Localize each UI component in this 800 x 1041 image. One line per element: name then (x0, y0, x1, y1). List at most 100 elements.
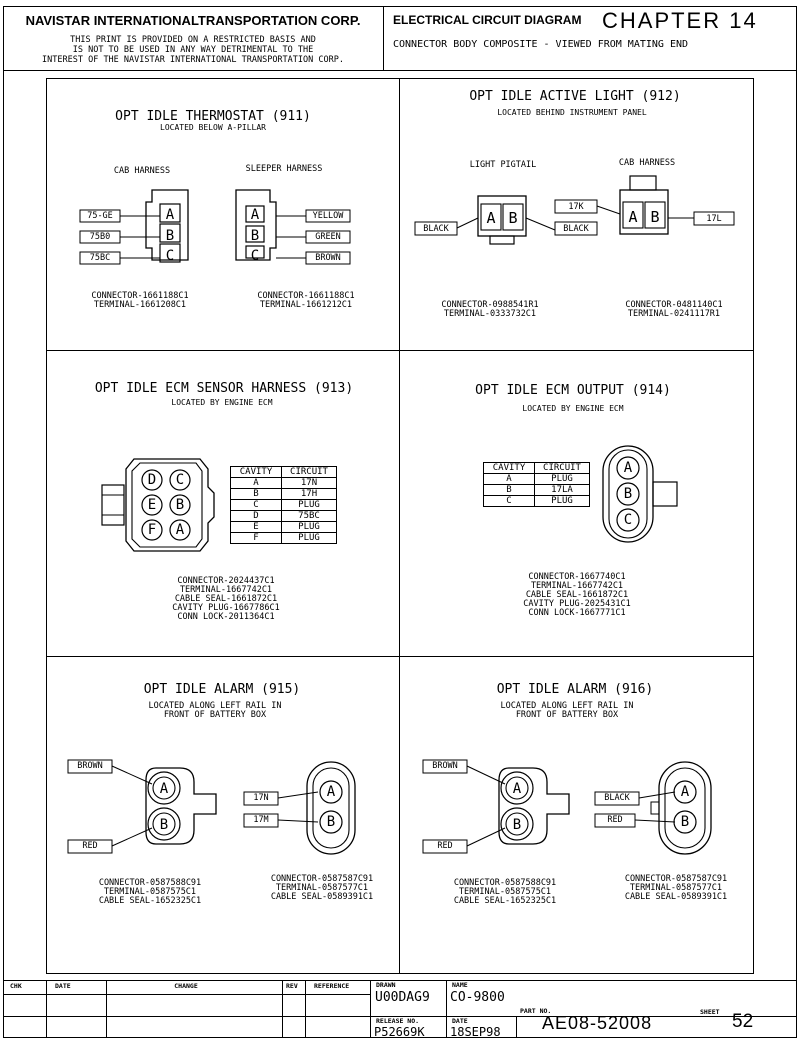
wire-black-916: BLACK (604, 793, 630, 803)
cab-wire-1: 75-GE (87, 211, 113, 221)
sleeper-cavity-c: C (250, 248, 260, 264)
table-header: CAVITY CIRCUIT (483, 462, 590, 474)
table-cell: D (230, 510, 282, 522)
table-cell: PLUG (281, 521, 337, 533)
drawn-value: U00DAG9 (375, 990, 430, 1005)
cab-parts-912: CONNECTOR-0481140C1 TERMINAL-0241117R1 (625, 300, 723, 319)
table-header: CAVITY CIRCUIT (230, 466, 337, 478)
sleeper-wire-1: YELLOW (312, 211, 344, 221)
left-parts-915: CONNECTOR-0587588C91 TERMINAL-0587575C1 … (98, 878, 202, 906)
right-parts-915: CONNECTOR-0587587C91 TERMINAL-0587577C1 … (270, 874, 374, 902)
col-line (516, 1016, 517, 1038)
parts-913: CONNECTOR-2024437C1 TERMINAL-1667742C1 C… (172, 576, 280, 622)
wire-black-right: BLACK (563, 224, 589, 234)
table-cell: PLUG (281, 499, 337, 511)
cavity-e: E (147, 497, 157, 513)
table-cell: A (483, 473, 535, 485)
diagram-subtitle: CONNECTOR BODY COMPOSITE - VIEWED FROM M… (393, 39, 689, 50)
left-cavity-b-916: B (512, 817, 522, 833)
wire-red-right-916: RED (607, 815, 623, 825)
table-row: A PLUG (483, 473, 590, 485)
panel-915-location: LOCATED ALONG LEFT RAIL IN FRONT OF BATT… (148, 701, 282, 720)
panel-916-title: OPT IDLE ALARM (916) (496, 682, 654, 697)
cavity-c-914: C (623, 512, 633, 528)
panel-913-title: OPT IDLE ECM SENSOR HARNESS (913) (94, 381, 354, 396)
sleeper-wire-3: BROWN (315, 253, 341, 263)
cab-wire-3: 75BC (89, 253, 111, 263)
table-cell: C (483, 495, 535, 507)
table-cell: PLUG (534, 495, 590, 507)
light-pigtail-label: LIGHT PIGTAIL (469, 160, 537, 170)
cavity-a: A (175, 522, 185, 538)
date-label: DATE (452, 1017, 468, 1025)
header-divider (3, 70, 797, 71)
table-row: C PLUG (483, 495, 590, 507)
col-header-date: DATE (55, 982, 71, 990)
cavity-a-914: A (623, 460, 633, 476)
table-cell: B (483, 484, 535, 496)
header-split (383, 6, 384, 70)
part-label: PART NO. (520, 1007, 552, 1015)
wire-red-916: RED (437, 841, 453, 851)
left-cavity-a-915: A (159, 781, 169, 797)
panel-912-title: OPT IDLE ACTIVE LIGHT (912) (469, 89, 681, 104)
table-row: F PLUG (230, 532, 337, 544)
table-header-cell: CAVITY (230, 466, 282, 478)
title-block-top (3, 980, 797, 981)
panel-916-location: LOCATED ALONG LEFT RAIL IN FRONT OF BATT… (500, 701, 634, 720)
right-cavity-b-915: B (326, 814, 336, 830)
table-cell: 17N (281, 477, 337, 489)
table-cell: C (230, 499, 282, 511)
connector-911-drawing (79, 189, 351, 265)
col-line (305, 980, 306, 1038)
right-parts-916: CONNECTOR-0587587C91 TERMINAL-0587577C1 … (624, 874, 728, 902)
cab-harness-912-label: CAB HARNESS (618, 158, 676, 168)
restriction-notice-1: THIS PRINT IS PROVIDED ON A RESTRICTED B… (70, 35, 316, 45)
cab-harness-label: CAB HARNESS (113, 166, 171, 176)
wire-17k: 17K (568, 202, 584, 212)
table-header-cell: CAVITY (483, 462, 535, 474)
table-row: C PLUG (230, 499, 337, 511)
table-row: A 17N (230, 477, 337, 489)
release-label: RELEASE NO. (376, 1017, 420, 1025)
sleeper-cavity-b: B (250, 228, 260, 244)
table-row: E PLUG (230, 521, 337, 533)
connector-916-drawing (422, 759, 712, 855)
right-cavity-b-916: B (680, 814, 690, 830)
col-line (46, 980, 47, 1038)
col-line (106, 980, 107, 1038)
sleeper-parts: CONNECTOR-1661188C1 TERMINAL-1661212C1 (257, 291, 355, 310)
table-row: B 17H (230, 488, 337, 500)
release-value: P52669K (374, 1025, 425, 1039)
cavity-b-914: B (623, 486, 633, 502)
table-cell: PLUG (281, 532, 337, 544)
wire-17l: 17L (706, 214, 722, 224)
drawn-label: DRAWN (376, 981, 396, 989)
grid-row-2 (46, 656, 754, 657)
left-parts-916: CONNECTOR-0587588C91 TERMINAL-0587575C1 … (453, 878, 557, 906)
cab-cavity-b: B (165, 228, 175, 244)
cab-wire-2: 75B0 (89, 232, 111, 242)
sheet-value: 52 (732, 1011, 754, 1032)
left-cavity-b-915: B (159, 817, 169, 833)
pigtail-cavity-a: A (486, 209, 496, 227)
parts-914: CONNECTOR-1667740C1 TERMINAL-1667742C1 C… (523, 572, 631, 618)
connector-915-drawing (67, 759, 356, 855)
panel-914-location: LOCATED BY ENGINE ECM (522, 404, 624, 413)
panel-914-title: OPT IDLE ECM OUTPUT (914) (475, 383, 671, 398)
cab-cavity-a-912: A (628, 208, 638, 226)
table-cell: 75BC (281, 510, 337, 522)
col-header-reference: REFERENCE (314, 982, 350, 990)
sleeper-harness-label: SLEEPER HARNESS (245, 164, 323, 174)
cavity-b: B (175, 497, 185, 513)
wire-brown-916: BROWN (432, 761, 458, 771)
col-line (446, 980, 447, 1038)
table-cell: F (230, 532, 282, 544)
company-name: NAVISTAR INTERNATIONALTRANSPORTATION COR… (25, 13, 361, 28)
col-header-change: CHANGE (174, 982, 198, 990)
right-cavity-a-915: A (326, 784, 336, 800)
left-cavity-a-916: A (512, 781, 522, 797)
chapter-label: CHAPTER 14 (602, 8, 758, 33)
connector-914-drawing (602, 445, 678, 543)
sleeper-wire-2: GREEN (315, 232, 341, 242)
